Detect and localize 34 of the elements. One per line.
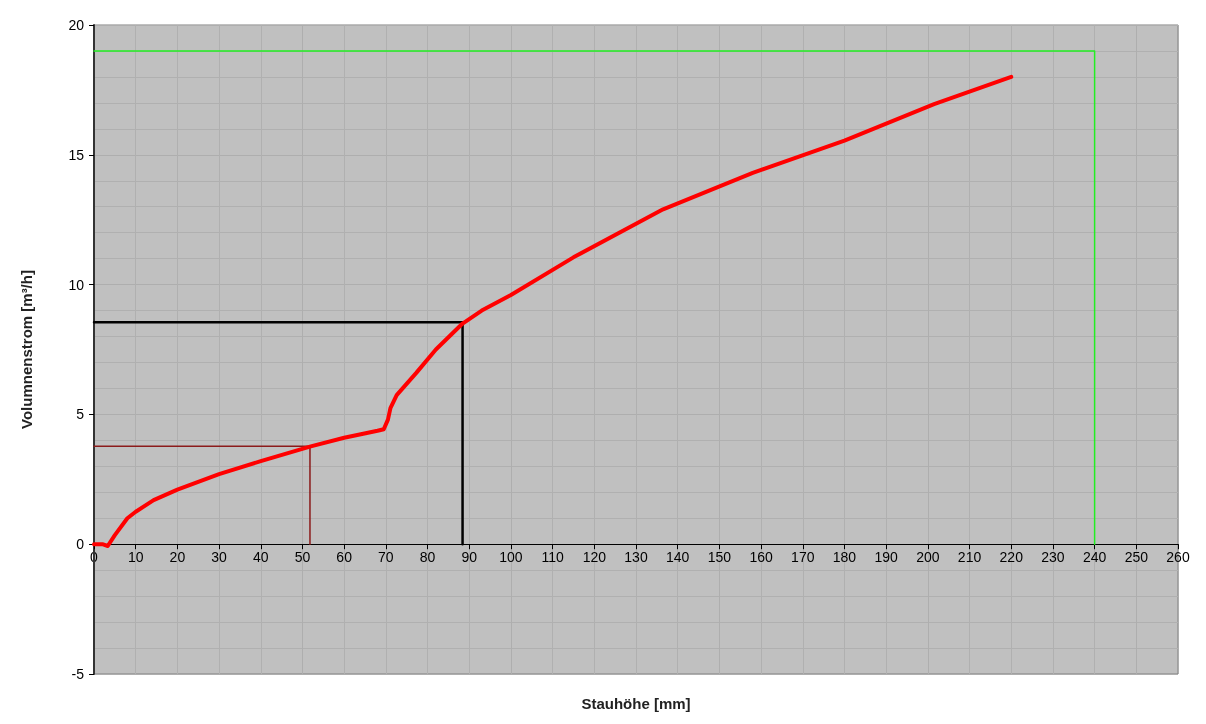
x-tick-label: 230 [1041, 549, 1065, 566]
y-tick-label: 5 [76, 406, 85, 423]
x-tick-label: 220 [999, 549, 1024, 566]
x-tick-label: 130 [624, 549, 648, 566]
x-tick-label: 10 [127, 549, 144, 566]
x-tick-label: 120 [582, 549, 607, 566]
x-tick-label: 110 [541, 549, 564, 566]
x-tick-label: 260 [1166, 549, 1190, 566]
x-tick-label: 20 [169, 549, 186, 566]
x-tick-label: 160 [749, 549, 773, 566]
y-tick-label: -5 [71, 666, 85, 682]
x-tick-label: 150 [707, 549, 732, 566]
x-tick-label: 250 [1124, 549, 1149, 566]
x-tick-label: 30 [211, 549, 228, 566]
x-tick-label: 180 [832, 549, 857, 566]
y-tick-label: 0 [76, 536, 85, 553]
x-tick-label: 190 [874, 549, 899, 566]
y-tick-label: 20 [68, 17, 85, 33]
x-tick-label: 40 [252, 549, 269, 566]
x-tick-label: 210 [957, 549, 982, 566]
x-tick-label: 60 [336, 549, 353, 566]
x-tick-label: 240 [1082, 549, 1107, 566]
x-tick-label: 80 [419, 549, 436, 566]
x-tick-label: 90 [461, 549, 478, 566]
x-axis-title: Stauhöhe [mm] [581, 695, 691, 712]
y-tick-label: 10 [68, 276, 85, 293]
y-axis-title: Volumnenstrom [m³/h] [18, 270, 35, 429]
x-tick-label: 100 [499, 549, 523, 566]
x-tick-label: 140 [666, 549, 690, 566]
x-tick-label: 170 [791, 549, 815, 566]
y-tick-label: 15 [68, 146, 85, 163]
x-tick-label: 70 [378, 549, 394, 566]
x-tick-label: 50 [294, 549, 311, 566]
x-tick-label: 200 [916, 549, 940, 566]
